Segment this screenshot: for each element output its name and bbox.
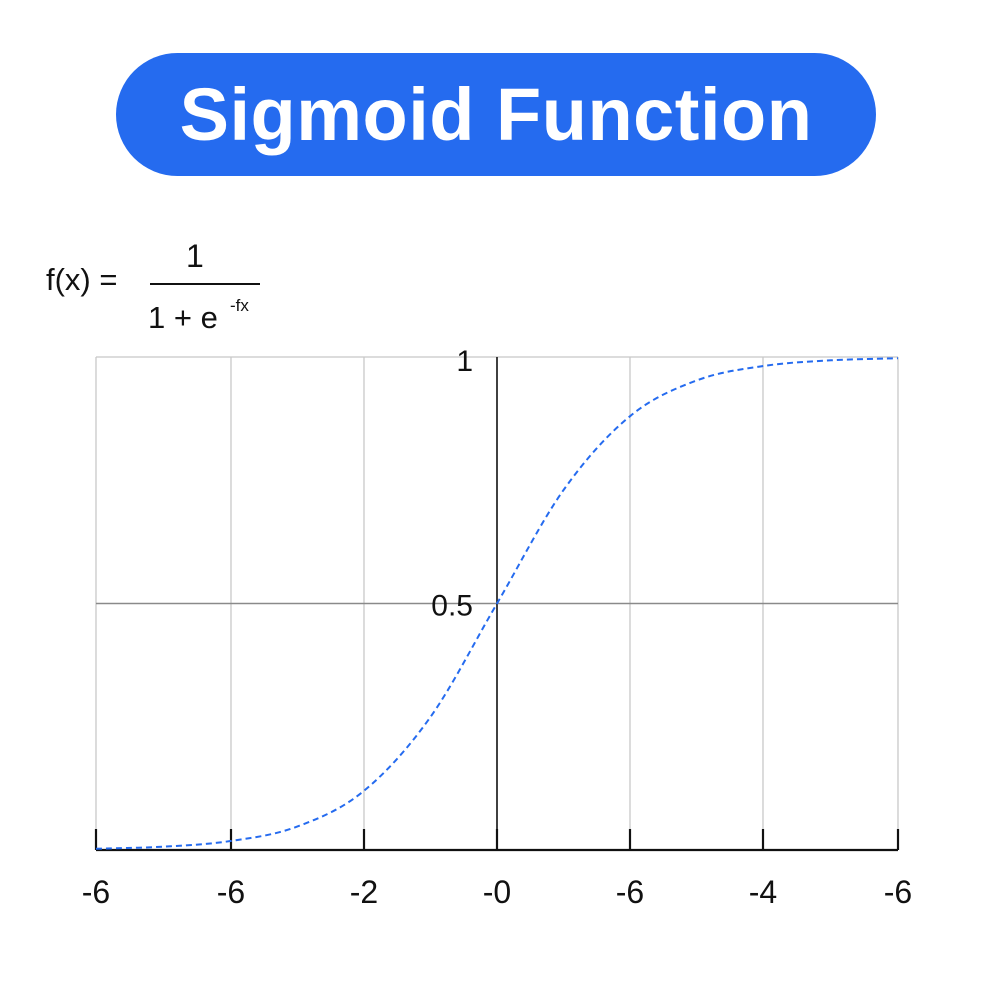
x-tick-label: -6 [884, 874, 912, 910]
x-tick-label: -6 [217, 874, 245, 910]
y-tick-label: 0.5 [431, 590, 473, 623]
y-tick-label: 1 [456, 345, 473, 378]
formula-exponent: -fx [230, 296, 249, 315]
formula-denominator: 1 + e [148, 300, 218, 335]
formula-lhs: f(x) = [46, 262, 118, 297]
curve-layer [95, 357, 899, 850]
chart-title: Sigmoid Function [179, 73, 813, 156]
sigmoid-curve [95, 357, 899, 850]
formula-numerator: 1 [186, 238, 204, 274]
x-tick-label: -4 [749, 874, 777, 910]
x-tick-label: -6 [82, 874, 110, 910]
x-tick-label: -0 [483, 874, 511, 910]
x-tick-label: -2 [350, 874, 378, 910]
title-banner: Sigmoid Function [116, 53, 876, 176]
fraction-bar [150, 283, 260, 285]
sigmoid-formula: f(x) = 1 1 + e -fx [0, 0, 300, 340]
label-layer: -6 -6 -2 -0 -6 -4 -6 0.5 1 [82, 345, 912, 910]
x-tick-label: -6 [616, 874, 644, 910]
